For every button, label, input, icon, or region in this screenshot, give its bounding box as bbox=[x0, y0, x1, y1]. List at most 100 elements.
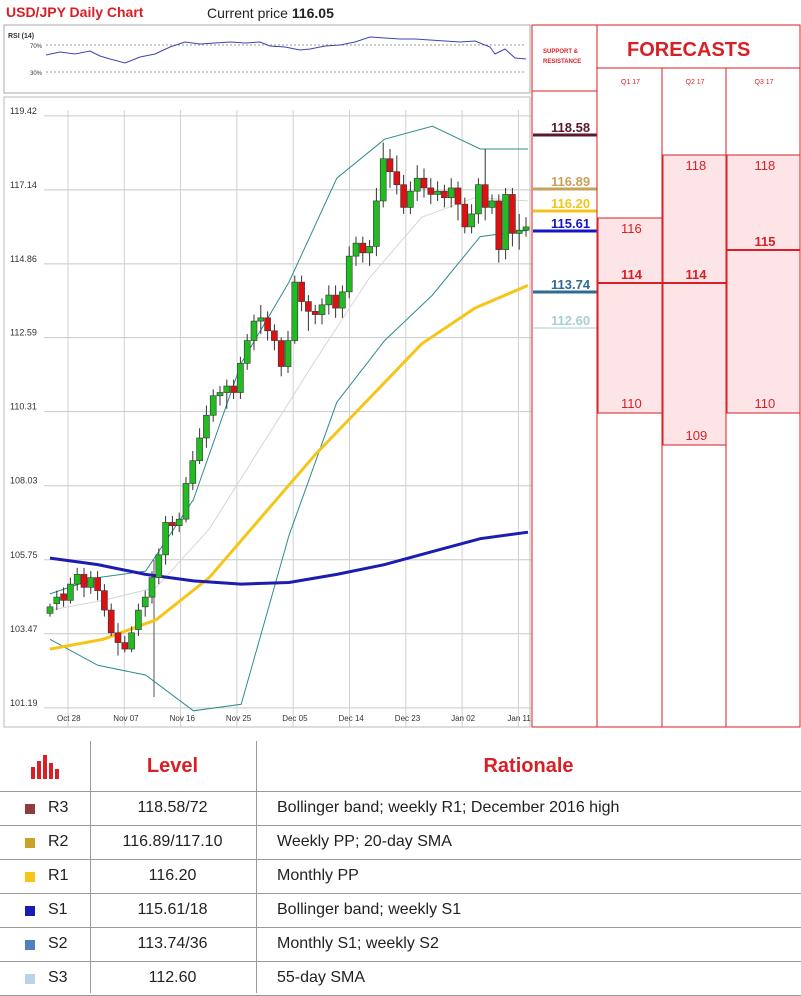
candle-up bbox=[87, 577, 95, 588]
candle-up bbox=[434, 190, 441, 195]
x-tick-label: Jan 11 bbox=[507, 714, 531, 723]
level-code: R2 bbox=[48, 833, 69, 850]
forecast-column-label: Q2 17 bbox=[686, 79, 705, 86]
x-tick-label: Dec 23 bbox=[395, 714, 421, 723]
candle-up bbox=[73, 574, 81, 585]
forecast-high: 118 bbox=[755, 158, 776, 173]
candle-up bbox=[189, 460, 197, 484]
level-rationale: Weekly PP; 20-day SMA bbox=[277, 833, 452, 850]
forecast-range bbox=[662, 154, 727, 446]
candle-down bbox=[495, 200, 503, 250]
level-rationale: Monthly S1; weekly S2 bbox=[277, 935, 439, 952]
candle-down bbox=[60, 593, 67, 601]
candle-up bbox=[468, 213, 475, 228]
x-tick-label: Nov 25 bbox=[226, 714, 252, 723]
level-code: S3 bbox=[48, 969, 68, 986]
rsi-panel bbox=[3, 24, 531, 94]
candle-down bbox=[386, 158, 394, 172]
table-row: R2 116.89/117.10 Weekly PP; 20-day SMA bbox=[0, 825, 801, 860]
forecast-range bbox=[726, 154, 801, 414]
table-row: R1 116.20 Monthly PP bbox=[0, 859, 801, 894]
candle-down bbox=[80, 574, 88, 588]
y-tick-label: 112.59 bbox=[10, 328, 37, 338]
candle-down bbox=[94, 577, 101, 591]
candle-down bbox=[420, 177, 428, 189]
level-rationale: Monthly PP bbox=[277, 867, 359, 884]
sr-level-value: 112.60 bbox=[551, 313, 590, 328]
level-swatch bbox=[25, 940, 35, 950]
y-tick-label: 103.47 bbox=[10, 624, 38, 634]
candle-down bbox=[169, 522, 176, 526]
level-value: 116.89/117.10 bbox=[122, 833, 223, 850]
candle-up bbox=[250, 320, 258, 341]
y-tick-label: 114.86 bbox=[10, 254, 37, 264]
candle-down bbox=[393, 171, 401, 185]
forecast-mid: 114 bbox=[686, 267, 708, 282]
current-price: Current price 116.05 bbox=[207, 5, 334, 21]
sr-level-value: 115.61 bbox=[551, 216, 590, 231]
level-swatch bbox=[25, 838, 35, 848]
level-swatch bbox=[25, 906, 35, 916]
candle-up bbox=[488, 200, 496, 208]
candle-up bbox=[407, 190, 414, 208]
chart-canvas: RSI (14) 70% 30% 119.42 117.14 114.86 112.59 11… bbox=[3, 24, 801, 728]
candle-down bbox=[311, 311, 319, 315]
candle-down bbox=[427, 187, 435, 195]
candle-up bbox=[475, 184, 482, 215]
level-value: 116.20 bbox=[148, 867, 197, 884]
forecast-low: 110 bbox=[755, 396, 776, 411]
candle-up bbox=[339, 291, 346, 309]
forecast-high: 116 bbox=[621, 221, 642, 236]
candle-up bbox=[128, 632, 135, 650]
x-tick-label: Oct 28 bbox=[57, 714, 81, 723]
forecast-column-label: Q3 17 bbox=[755, 79, 774, 86]
candle-up bbox=[46, 606, 54, 614]
table-row: S3 112.60 55-day SMA bbox=[0, 961, 801, 996]
level-value: 115.61/18 bbox=[137, 901, 208, 918]
candle-up bbox=[209, 395, 217, 416]
sr-panel bbox=[531, 24, 598, 728]
y-tick-label: 108.03 bbox=[10, 476, 38, 486]
candle-up bbox=[413, 177, 421, 192]
header-rationale: Rationale bbox=[483, 755, 574, 777]
candle-up bbox=[352, 242, 360, 257]
candle-down bbox=[298, 281, 305, 302]
candle-up bbox=[243, 340, 251, 364]
y-tick-label: 119.42 bbox=[10, 106, 37, 116]
x-tick-label: Nov 07 bbox=[113, 714, 139, 723]
candle-down bbox=[481, 184, 489, 208]
candle-up bbox=[162, 522, 169, 556]
level-swatch bbox=[25, 804, 35, 814]
candle-down bbox=[305, 301, 312, 312]
candle-up bbox=[502, 194, 509, 250]
y-tick-label: 117.14 bbox=[10, 180, 37, 190]
sma20-line bbox=[49, 197, 529, 611]
candle-up bbox=[522, 226, 530, 231]
x-tick-label: Jan 02 bbox=[451, 714, 476, 723]
candle-up bbox=[345, 255, 353, 293]
candle-up bbox=[237, 362, 244, 393]
candle-down bbox=[359, 242, 367, 254]
candle-up bbox=[291, 281, 299, 341]
rsi-lower-label: 30% bbox=[30, 71, 43, 77]
candle-up bbox=[379, 158, 387, 202]
bollinger-lower bbox=[49, 229, 529, 712]
candle-down bbox=[121, 642, 129, 650]
candle-up bbox=[203, 414, 210, 439]
y-tick-label: 101.19 bbox=[10, 698, 38, 708]
forecast-low: 109 bbox=[686, 428, 708, 443]
level-rationale: Bollinger band; weekly S1 bbox=[277, 901, 462, 918]
candle-down bbox=[271, 330, 278, 341]
y-tick-label: 110.31 bbox=[10, 402, 37, 412]
level-code: S1 bbox=[48, 901, 68, 918]
candle-up bbox=[216, 392, 224, 397]
forecast-mid: 115 bbox=[755, 234, 776, 249]
sma200-line bbox=[49, 530, 529, 586]
sr-title-1: SUPPORT & bbox=[543, 49, 579, 55]
price-prefix: Current price bbox=[207, 5, 288, 21]
candle-down bbox=[332, 294, 339, 309]
y-tick-label: 105.75 bbox=[10, 550, 38, 560]
candle-up bbox=[155, 554, 163, 578]
forecast-title: FORECASTS bbox=[627, 39, 750, 61]
candle-down bbox=[461, 203, 469, 228]
